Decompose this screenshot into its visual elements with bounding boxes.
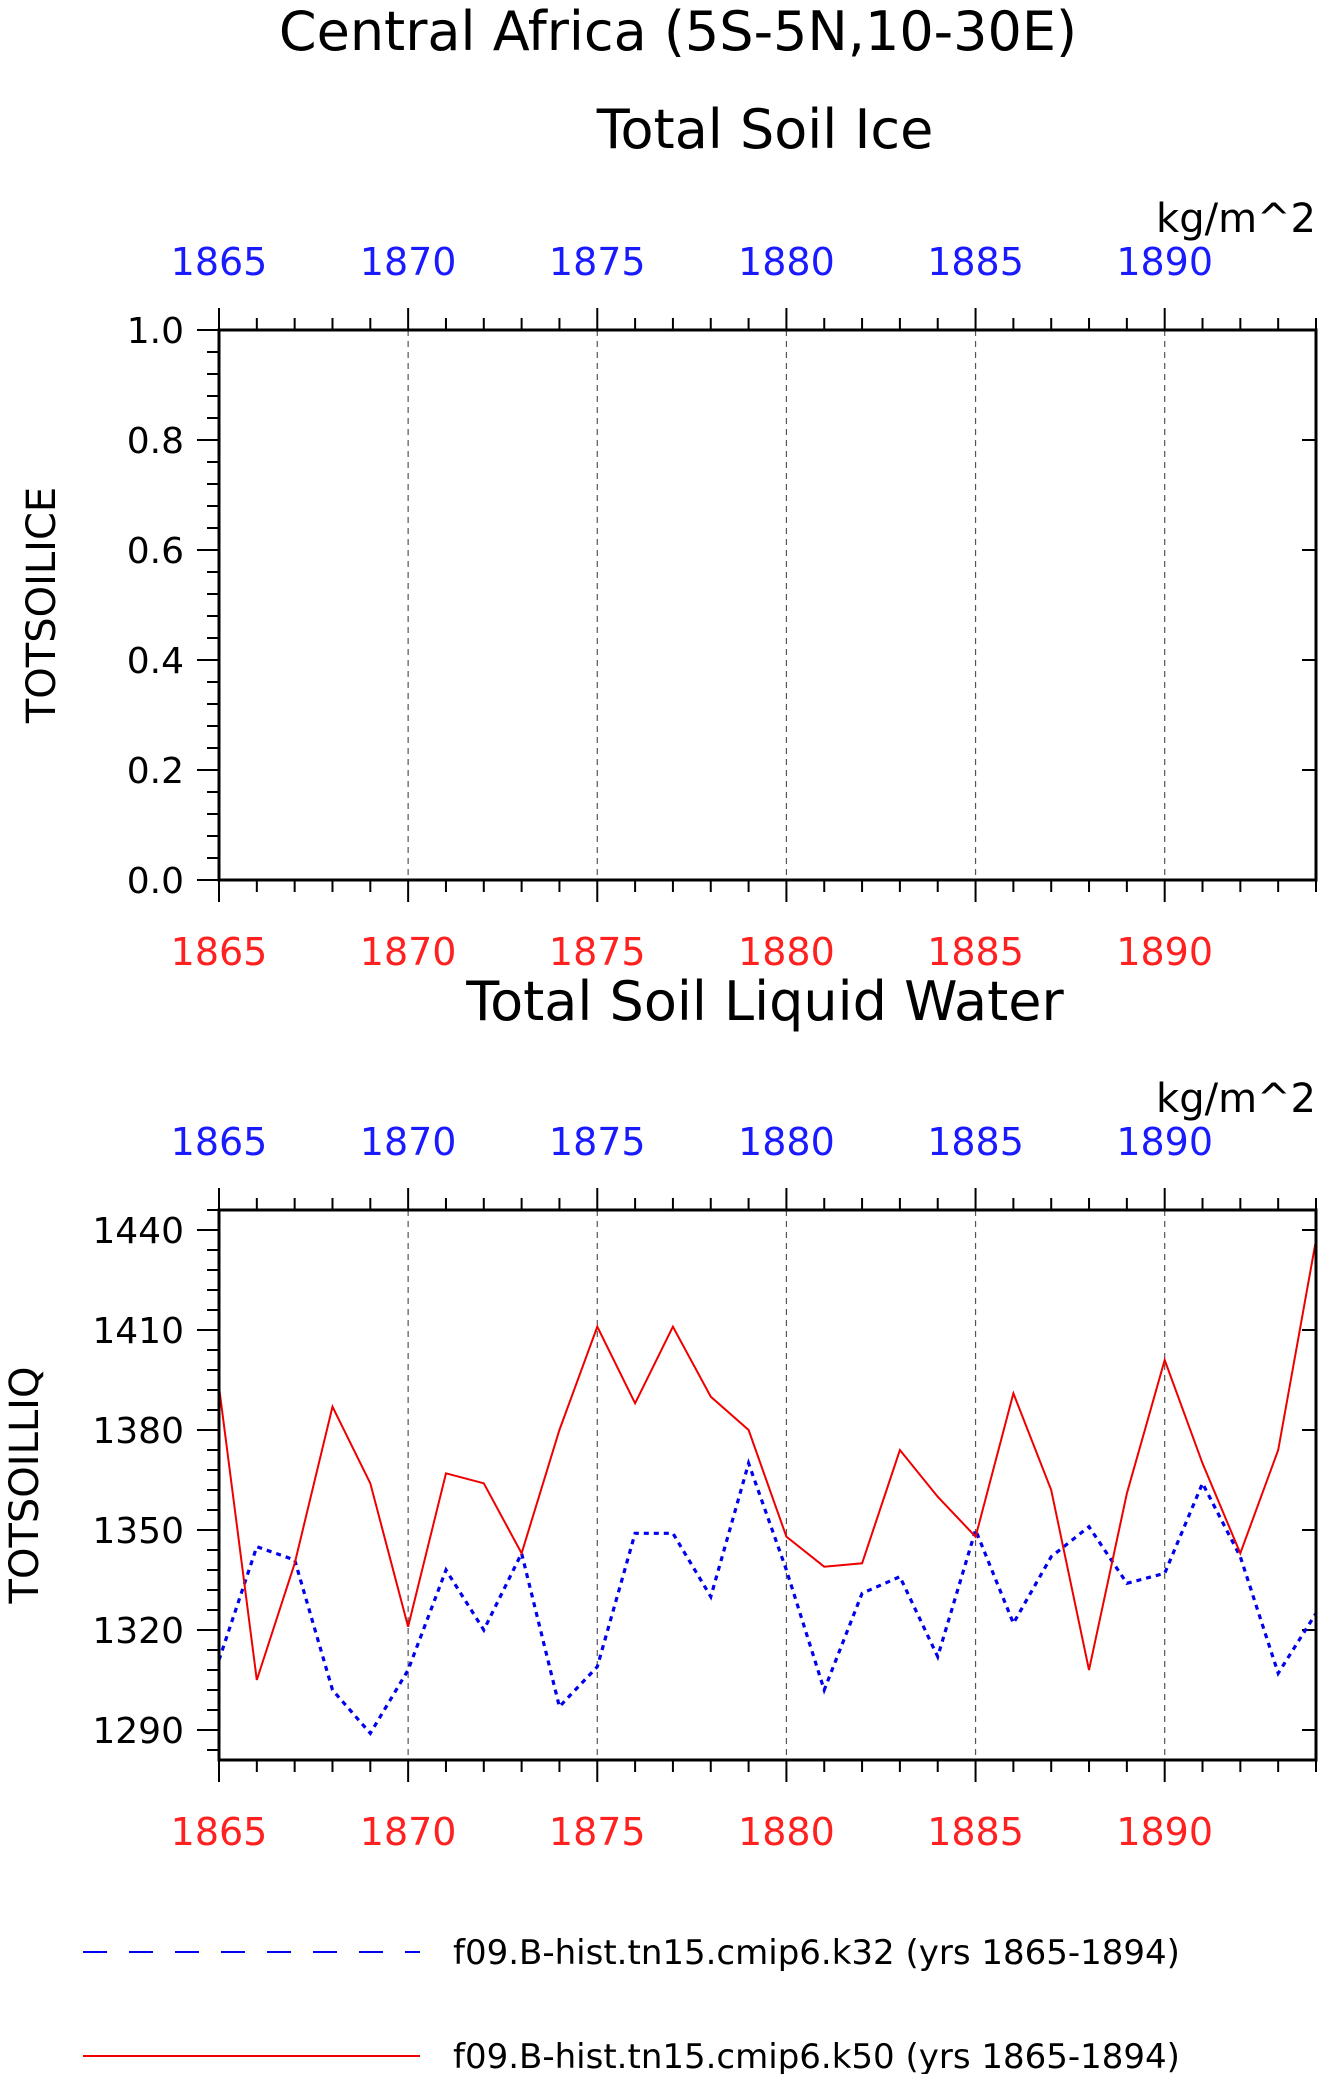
x-tick-label-top: 1890 xyxy=(1116,1120,1213,1164)
x-tick-label: 1890 xyxy=(1116,930,1213,974)
plot-frame xyxy=(217,328,1318,882)
ice-panel: Total Soil Ice kg/m^2 1865 1865 1870 1870 1875… xyxy=(19,98,1318,974)
y-tick-label: 0.0 xyxy=(127,861,184,902)
x-tick-label: 1880 xyxy=(738,930,835,974)
legend-label: f09.B-hist.tn15.cmip6.k32 (yrs 1865-1894… xyxy=(453,1933,1180,1973)
units-label: kg/m^2 xyxy=(1156,1076,1316,1122)
y-tick-label: 0.8 xyxy=(127,421,184,462)
y-tick-label: 1.0 xyxy=(127,311,184,352)
y-tick-label: 1320 xyxy=(92,1611,184,1652)
x-tick-label: 1885 xyxy=(927,930,1024,974)
y-tick-label: 1290 xyxy=(92,1711,184,1752)
units-label: kg/m^2 xyxy=(1156,196,1316,242)
legend: f09.B-hist.tn15.cmip6.k32 (yrs 1865-1894… xyxy=(83,1933,1180,2074)
x-tick-label-top: 1890 xyxy=(1116,240,1213,284)
x-tick-label-top: 1880 xyxy=(738,1120,835,1164)
panel-title: Total Soil Ice xyxy=(596,98,934,161)
series-line-k50 xyxy=(219,1239,1316,1681)
x-tick-label-top: 1870 xyxy=(360,240,457,284)
series-line-k32 xyxy=(219,1458,1316,1737)
x-tick-label: 1870 xyxy=(360,1810,457,1854)
x-tick-label: 1865 xyxy=(171,930,268,974)
y-tick-label: 0.4 xyxy=(127,641,184,682)
y-tick-label: 0.2 xyxy=(127,751,184,792)
x-tick-label: 1875 xyxy=(549,930,646,974)
x-tick-label-top: 1875 xyxy=(549,1120,646,1164)
x-tick-label-top: 1885 xyxy=(927,1120,1024,1164)
x-tick-label: 1870 xyxy=(360,930,457,974)
x-tick-label-top: 1870 xyxy=(360,1120,457,1164)
x-tick-label-top: 1885 xyxy=(927,240,1024,284)
plot-frame xyxy=(217,1208,1318,1762)
y-axis-label: TOTSOILLIQ xyxy=(2,1367,48,1605)
x-tick-label-top: 1865 xyxy=(171,1120,268,1164)
y-tick-label: 1380 xyxy=(92,1411,184,1452)
x-tick-label: 1890 xyxy=(1116,1810,1213,1854)
y-tick-label: 1440 xyxy=(92,1211,184,1252)
x-tick-label: 1865 xyxy=(171,1810,268,1854)
x-tick-label: 1885 xyxy=(927,1810,1024,1854)
y-axis-label: TOTSOILICE xyxy=(19,487,65,724)
panel-title: Total Soil Liquid Water xyxy=(465,970,1064,1033)
x-tick-label-top: 1880 xyxy=(738,240,835,284)
y-tick-label: 1350 xyxy=(92,1511,184,1552)
figure-title: Central Africa (5S-5N,10-30E) xyxy=(279,0,1077,63)
y-tick-label: 0.6 xyxy=(127,531,184,572)
x-tick-label-top: 1875 xyxy=(549,240,646,284)
legend-label: f09.B-hist.tn15.cmip6.k50 (yrs 1865-1894… xyxy=(453,2037,1180,2074)
x-tick-label: 1880 xyxy=(738,1810,835,1854)
liquid-water-panel: Total Soil Liquid Water kg/m^2 1865 1865 187… xyxy=(2,970,1318,1854)
x-tick-label: 1875 xyxy=(549,1810,646,1854)
x-tick-label-top: 1865 xyxy=(171,240,268,284)
y-tick-label: 1410 xyxy=(92,1311,184,1352)
